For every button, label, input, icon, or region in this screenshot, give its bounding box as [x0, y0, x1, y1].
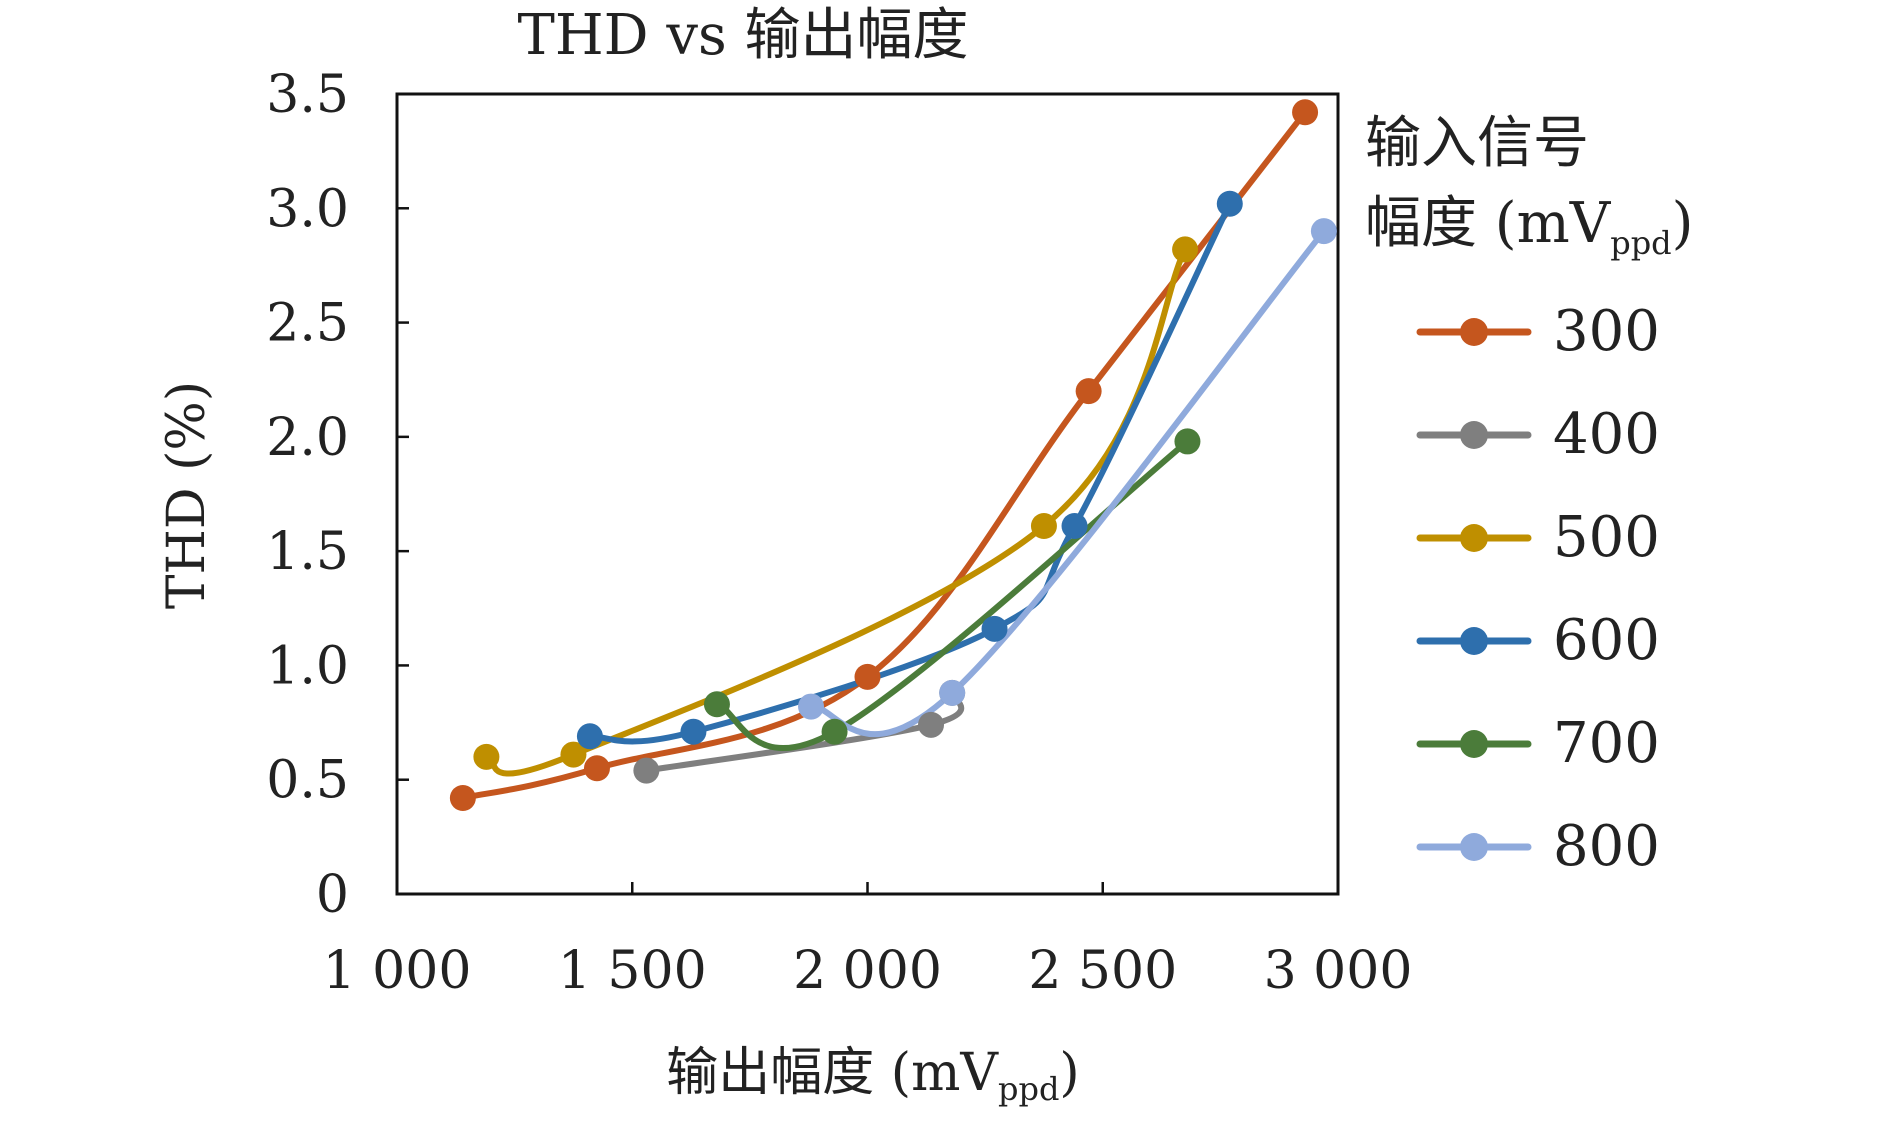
x-tick-label: 2 500 — [1028, 941, 1177, 1001]
data-point-300 — [449, 785, 476, 811]
data-point-500 — [1030, 513, 1057, 539]
chart-title: THD vs 输出幅度 — [517, 3, 968, 68]
legend-label-300: 300 — [1553, 299, 1660, 364]
y-tick-label: 2.5 — [266, 294, 349, 354]
legend-title-close: ) — [1672, 191, 1694, 256]
legend-marker-600 — [1460, 627, 1488, 655]
data-point-400 — [633, 757, 660, 784]
legend-label-700: 700 — [1553, 711, 1660, 776]
plot-area: 0 0.5 1.0 1.5 2.0 2.5 3.0 3.5 1 000 1 500 2 000 2 5… — [266, 65, 1412, 1001]
series-line-500 — [483, 246, 1189, 777]
data-point-500 — [473, 743, 500, 770]
y-tick-label: 1.5 — [266, 522, 349, 582]
x-tick-label: 2 000 — [793, 941, 942, 1001]
legend-marker-800 — [1460, 833, 1488, 861]
data-point-500 — [1172, 236, 1199, 263]
legend-title-line1: 输入信号 — [1365, 111, 1589, 176]
data-point-600 — [576, 723, 603, 750]
y-tick-label: 0.5 — [266, 751, 349, 811]
data-point-400 — [918, 711, 945, 738]
x-tick-label: 1 000 — [323, 941, 472, 1001]
data-point-700 — [703, 691, 730, 718]
legend-label-500: 500 — [1553, 505, 1660, 570]
x-tick-label: 1 500 — [558, 941, 707, 1001]
data-point-600 — [1061, 513, 1088, 539]
legend-title-line2: 幅度 (mVppd) — [1365, 191, 1694, 262]
legend-label-400: 400 — [1553, 402, 1660, 467]
data-point-700 — [821, 718, 848, 745]
data-point-300 — [1292, 99, 1319, 126]
legend-marker-400 — [1460, 421, 1488, 449]
legend-label-600: 600 — [1553, 608, 1660, 673]
legend-items: 300 400 500 600 700 800 — [1416, 299, 1660, 879]
y-tick-label: 1.0 — [266, 636, 349, 696]
legend-title-sub: ppd — [1610, 224, 1671, 262]
data-point-300 — [854, 663, 881, 690]
data-point-600 — [981, 615, 1008, 642]
legend-label-800: 800 — [1553, 814, 1660, 879]
y-tick-label: 3.5 — [266, 65, 349, 125]
legend-marker-300 — [1460, 318, 1488, 346]
x-tick-label: 3 000 — [1264, 941, 1413, 1001]
y-tick-label: 2.0 — [266, 408, 349, 468]
legend: 输入信号 幅度 (mVppd) 300 400 500 600 700 800 — [1365, 111, 1694, 879]
data-point-700 — [1174, 428, 1201, 455]
data-point-600 — [680, 718, 707, 745]
legend-title-main: 幅度 (mV — [1365, 191, 1612, 256]
x-axis-label: 输出幅度 (mVppd) — [666, 1043, 1079, 1108]
x-axis-label-close: ) — [1059, 1043, 1079, 1103]
legend-marker-500 — [1460, 524, 1488, 552]
series-line-600 — [586, 200, 1233, 745]
data-point-300 — [1075, 378, 1102, 405]
x-axis-label-sub: ppd — [998, 1070, 1059, 1108]
data-point-800 — [1310, 218, 1337, 245]
y-tick-label: 0 — [316, 865, 349, 925]
y-tick-label: 3.0 — [266, 179, 349, 239]
data-point-800 — [939, 679, 966, 706]
plot-frame — [395, 92, 1340, 896]
data-point-500 — [560, 741, 587, 768]
x-axis-label-main: 输出幅度 (mV — [666, 1043, 999, 1103]
data-point-600 — [1216, 190, 1243, 217]
y-axis-label: THD (%) — [157, 381, 217, 609]
legend-marker-700 — [1460, 730, 1488, 758]
data-point-300 — [583, 755, 610, 782]
data-point-800 — [798, 693, 825, 720]
